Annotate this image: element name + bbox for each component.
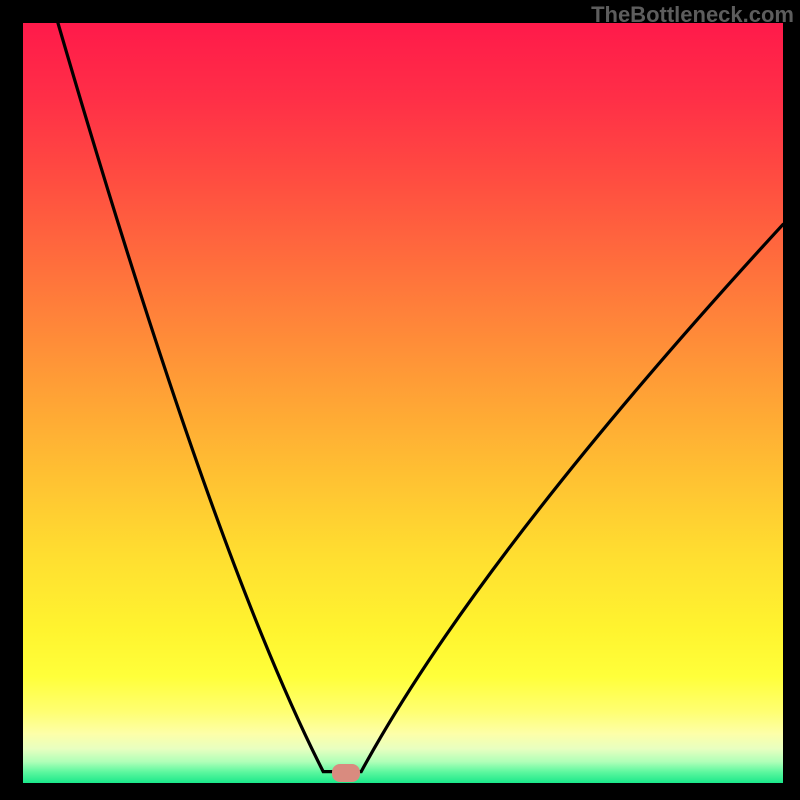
plot-area (23, 23, 783, 783)
bottleneck-curve (58, 23, 783, 772)
curve-layer (23, 23, 783, 783)
chart-container: TheBottleneck.com (0, 0, 800, 800)
watermark-text: TheBottleneck.com (591, 2, 794, 28)
optimal-point-marker (332, 764, 360, 782)
chart-frame (23, 23, 783, 783)
